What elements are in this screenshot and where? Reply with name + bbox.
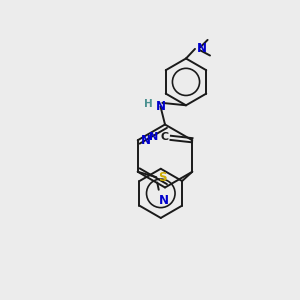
Text: H: H xyxy=(144,99,153,109)
Text: N: N xyxy=(197,42,207,56)
Text: N: N xyxy=(149,132,159,142)
Text: S: S xyxy=(158,171,166,184)
Text: N: N xyxy=(155,100,166,113)
Text: N: N xyxy=(158,194,169,207)
Text: N: N xyxy=(141,134,151,147)
Text: C: C xyxy=(160,132,168,142)
